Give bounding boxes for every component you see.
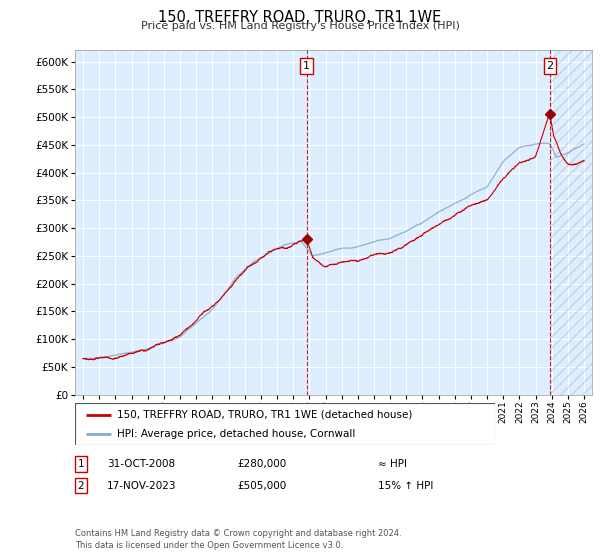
FancyBboxPatch shape	[75, 403, 495, 445]
Text: 2: 2	[77, 480, 85, 491]
Text: 2: 2	[546, 60, 553, 71]
Text: Contains HM Land Registry data © Crown copyright and database right 2024.
This d: Contains HM Land Registry data © Crown c…	[75, 529, 401, 550]
Text: £505,000: £505,000	[237, 480, 286, 491]
Text: 1: 1	[77, 459, 85, 469]
Text: 150, TREFFRY ROAD, TRURO, TR1 1WE (detached house): 150, TREFFRY ROAD, TRURO, TR1 1WE (detac…	[117, 409, 412, 419]
Text: 17-NOV-2023: 17-NOV-2023	[107, 480, 176, 491]
Text: 1: 1	[303, 60, 310, 71]
Text: 15% ↑ HPI: 15% ↑ HPI	[378, 480, 433, 491]
Text: 150, TREFFRY ROAD, TRURO, TR1 1WE: 150, TREFFRY ROAD, TRURO, TR1 1WE	[158, 10, 442, 25]
Text: 31-OCT-2008: 31-OCT-2008	[107, 459, 175, 469]
Text: ≈ HPI: ≈ HPI	[378, 459, 407, 469]
Text: HPI: Average price, detached house, Cornwall: HPI: Average price, detached house, Corn…	[117, 429, 355, 439]
Text: £280,000: £280,000	[237, 459, 286, 469]
Text: Price paid vs. HM Land Registry's House Price Index (HPI): Price paid vs. HM Land Registry's House …	[140, 21, 460, 31]
